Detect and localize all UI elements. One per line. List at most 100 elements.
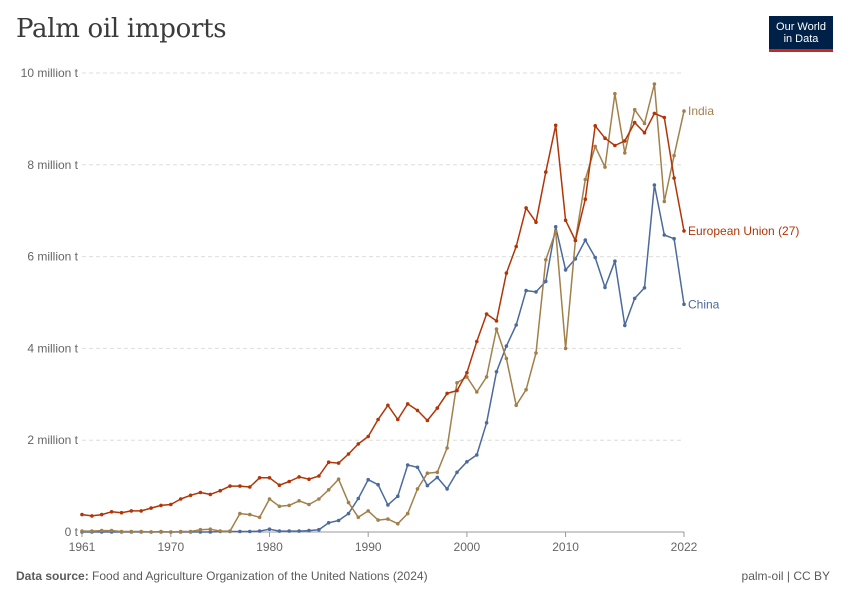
data-point[interactable] (553, 123, 558, 128)
data-point[interactable] (534, 351, 538, 355)
data-point[interactable] (563, 268, 568, 272)
data-point[interactable] (366, 434, 371, 439)
series-label-china[interactable]: China (688, 297, 720, 311)
series-line-eu[interactable] (81, 112, 685, 517)
data-point[interactable] (455, 470, 459, 475)
data-point[interactable] (534, 220, 538, 224)
data-point[interactable] (593, 144, 597, 149)
data-point[interactable] (238, 529, 242, 534)
data-point[interactable] (297, 529, 301, 533)
data-point[interactable] (149, 506, 153, 510)
data-point[interactable] (553, 225, 558, 229)
data-point[interactable] (623, 139, 627, 143)
data-point[interactable] (514, 323, 518, 327)
series-line-india[interactable] (82, 83, 685, 533)
data-point[interactable] (662, 199, 667, 204)
data-point[interactable] (257, 529, 262, 533)
data-point[interactable] (662, 115, 667, 120)
data-point[interactable] (425, 418, 430, 423)
data-point[interactable] (149, 530, 153, 534)
data-point[interactable] (277, 483, 282, 488)
data-point[interactable] (396, 521, 400, 526)
data-point[interactable] (524, 206, 528, 210)
data-point[interactable] (346, 500, 351, 505)
data-point[interactable] (267, 527, 272, 531)
data-point[interactable] (435, 470, 440, 475)
data-point[interactable] (139, 509, 143, 513)
series-china[interactable] (80, 183, 686, 534)
data-point[interactable] (425, 483, 430, 488)
data-point[interactable] (484, 312, 489, 316)
data-point[interactable] (317, 474, 321, 478)
data-point[interactable] (672, 176, 676, 180)
data-point[interactable] (317, 497, 321, 501)
data-point[interactable] (435, 475, 440, 480)
data-point[interactable] (297, 475, 301, 479)
data-point[interactable] (583, 177, 588, 182)
data-point[interactable] (169, 530, 173, 534)
data-point[interactable] (504, 356, 509, 361)
data-point[interactable] (218, 529, 222, 533)
data-point[interactable] (297, 499, 301, 503)
data-point[interactable] (504, 271, 509, 275)
data-point[interactable] (445, 391, 449, 396)
data-point[interactable] (109, 528, 114, 533)
series-line-china[interactable] (82, 184, 685, 533)
data-point[interactable] (593, 255, 597, 260)
data-point[interactable] (475, 339, 479, 344)
data-point[interactable] (583, 238, 588, 242)
data-point[interactable] (356, 515, 361, 520)
data-point[interactable] (267, 476, 272, 480)
data-point[interactable] (307, 528, 311, 533)
data-point[interactable] (494, 319, 499, 323)
data-point[interactable] (494, 370, 499, 374)
data-point[interactable] (159, 503, 163, 508)
data-point[interactable] (435, 406, 440, 410)
series-label-india[interactable]: India (688, 104, 714, 118)
data-point[interactable] (514, 244, 518, 249)
data-point[interactable] (632, 120, 637, 125)
data-point[interactable] (376, 482, 380, 487)
data-point[interactable] (396, 417, 400, 422)
data-point[interactable] (228, 529, 232, 533)
data-point[interactable] (346, 452, 351, 456)
data-point[interactable] (178, 529, 183, 534)
data-point[interactable] (287, 503, 292, 508)
data-point[interactable] (169, 502, 173, 507)
series-india[interactable] (80, 82, 686, 534)
data-point[interactable] (178, 497, 183, 501)
data-point[interactable] (90, 514, 94, 518)
data-point[interactable] (642, 130, 647, 135)
data-point[interactable] (159, 529, 163, 534)
data-point[interactable] (603, 136, 607, 140)
data-point[interactable] (672, 153, 676, 158)
data-point[interactable] (90, 529, 94, 533)
data-point[interactable] (376, 518, 380, 522)
data-point[interactable] (80, 529, 84, 533)
data-point[interactable] (257, 515, 262, 520)
data-point[interactable] (455, 381, 459, 385)
data-point[interactable] (366, 477, 371, 482)
data-point[interactable] (465, 370, 469, 375)
data-point[interactable] (445, 487, 449, 491)
data-point[interactable] (652, 111, 657, 116)
data-point[interactable] (129, 529, 134, 534)
data-point[interactable] (307, 477, 311, 482)
data-point[interactable] (228, 484, 232, 488)
data-point[interactable] (326, 521, 331, 525)
data-point[interactable] (386, 517, 390, 521)
data-point[interactable] (544, 258, 548, 262)
data-point[interactable] (425, 471, 430, 476)
data-point[interactable] (109, 510, 114, 514)
data-point[interactable] (287, 529, 292, 533)
data-point[interactable] (405, 511, 410, 516)
data-point[interactable] (405, 463, 410, 467)
data-point[interactable] (623, 323, 627, 328)
data-point[interactable] (524, 288, 528, 293)
data-point[interactable] (603, 165, 607, 169)
data-point[interactable] (139, 529, 143, 534)
data-point[interactable] (119, 529, 124, 534)
data-point[interactable] (553, 229, 558, 234)
data-point[interactable] (198, 490, 203, 495)
data-point[interactable] (198, 527, 203, 532)
